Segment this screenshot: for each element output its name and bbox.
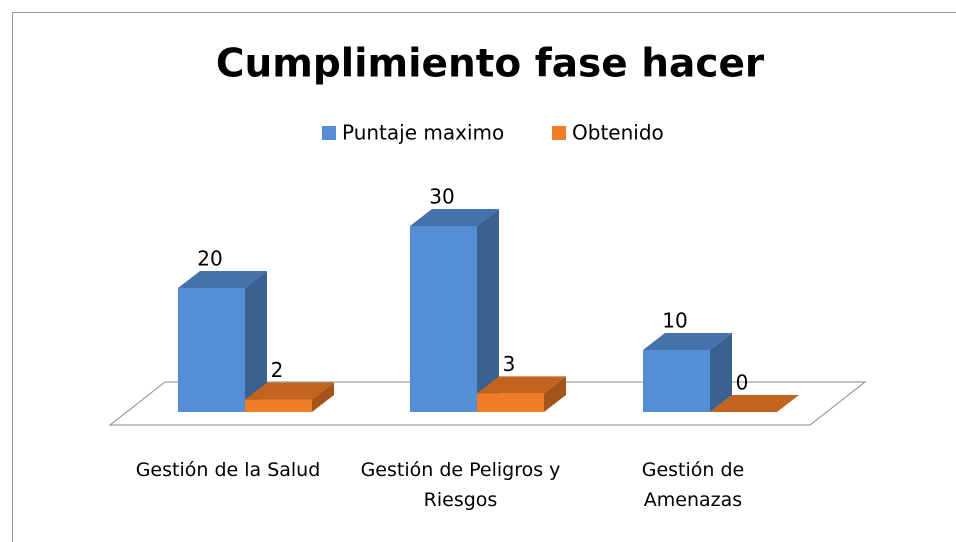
bar-side	[477, 209, 499, 412]
bar	[178, 271, 267, 412]
bar	[410, 209, 499, 412]
x-tick-label: Gestión de la Salud	[135, 459, 321, 481]
bar-side	[544, 376, 566, 412]
data-label: 20	[197, 247, 222, 271]
x-tick-label: Gestión de Amenazas	[641, 459, 745, 511]
data-label: 3	[503, 352, 516, 376]
bar-front	[245, 399, 312, 412]
legend-swatch	[552, 126, 566, 140]
bar-top	[410, 209, 499, 226]
data-label: 30	[429, 185, 454, 209]
bar-front	[410, 226, 477, 412]
bar-top	[710, 395, 799, 412]
bar	[245, 382, 334, 412]
bar-side	[245, 271, 267, 412]
legend-label: Obtenido	[572, 121, 664, 145]
legend-swatch	[322, 126, 336, 140]
bar-top	[245, 382, 334, 400]
data-label: 10	[662, 309, 687, 333]
x-tick-label: Gestión de Peligros y Riesgos	[360, 459, 561, 511]
bar-top	[477, 376, 566, 394]
bar-front	[178, 288, 245, 412]
bar-side	[710, 333, 732, 412]
data-label: 0	[736, 371, 749, 395]
bar-side	[312, 382, 334, 412]
bar-top	[643, 333, 732, 350]
legend-label: Puntaje maximo	[342, 121, 504, 145]
bar	[477, 376, 566, 412]
bar	[643, 333, 732, 412]
bar-front	[643, 350, 710, 412]
bar-top	[178, 271, 267, 288]
data-label: 2	[271, 358, 284, 382]
bar-front	[477, 393, 544, 412]
bar	[710, 395, 799, 412]
chart-title: Cumplimiento fase hacer	[216, 42, 765, 87]
